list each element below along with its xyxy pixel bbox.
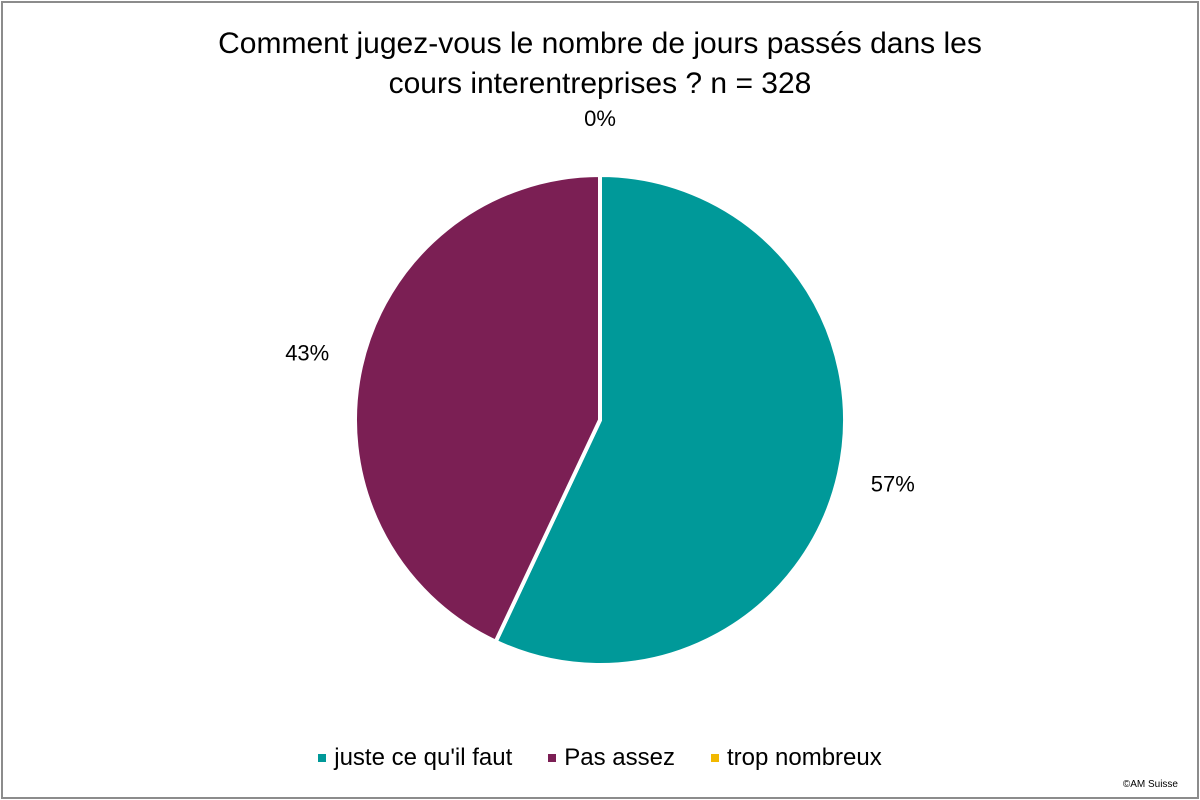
copyright-text: ©AM Suisse (1122, 779, 1178, 790)
data-label-trop-nombreux: 0% (584, 106, 616, 131)
legend-item-trop-nombreux: trop nombreux (711, 744, 882, 772)
chart-title-line-2: cours interentreprises ? n = 328 (388, 67, 812, 100)
legend-swatch-pas-assez (548, 754, 557, 762)
data-label-pas-assez: 43% (285, 340, 329, 365)
pie-slice-juste (493, 173, 847, 667)
chart-legend: juste ce qu'il faut Pas assez trop nombr… (0, 744, 1200, 772)
legend-label-pas-assez: Pas assez (564, 744, 675, 771)
legend-label-trop-nombreux: trop nombreux (727, 744, 882, 771)
legend-item-juste: juste ce qu'il faut (318, 744, 512, 772)
legend-item-pas-assez: Pas assez (548, 744, 675, 772)
chart-title-line-1: Comment jugez-vous le nombre de jours pa… (218, 27, 982, 60)
data-label-juste: 57% (871, 471, 915, 496)
legend-swatch-juste (318, 754, 327, 762)
pie-slice-pas-assez (353, 173, 602, 644)
legend-swatch-trop-nombreux (711, 754, 719, 762)
legend-label-juste: juste ce qu'il faut (334, 744, 513, 771)
chart-title: Comment jugez-vous le nombre de jours pa… (0, 24, 1200, 104)
